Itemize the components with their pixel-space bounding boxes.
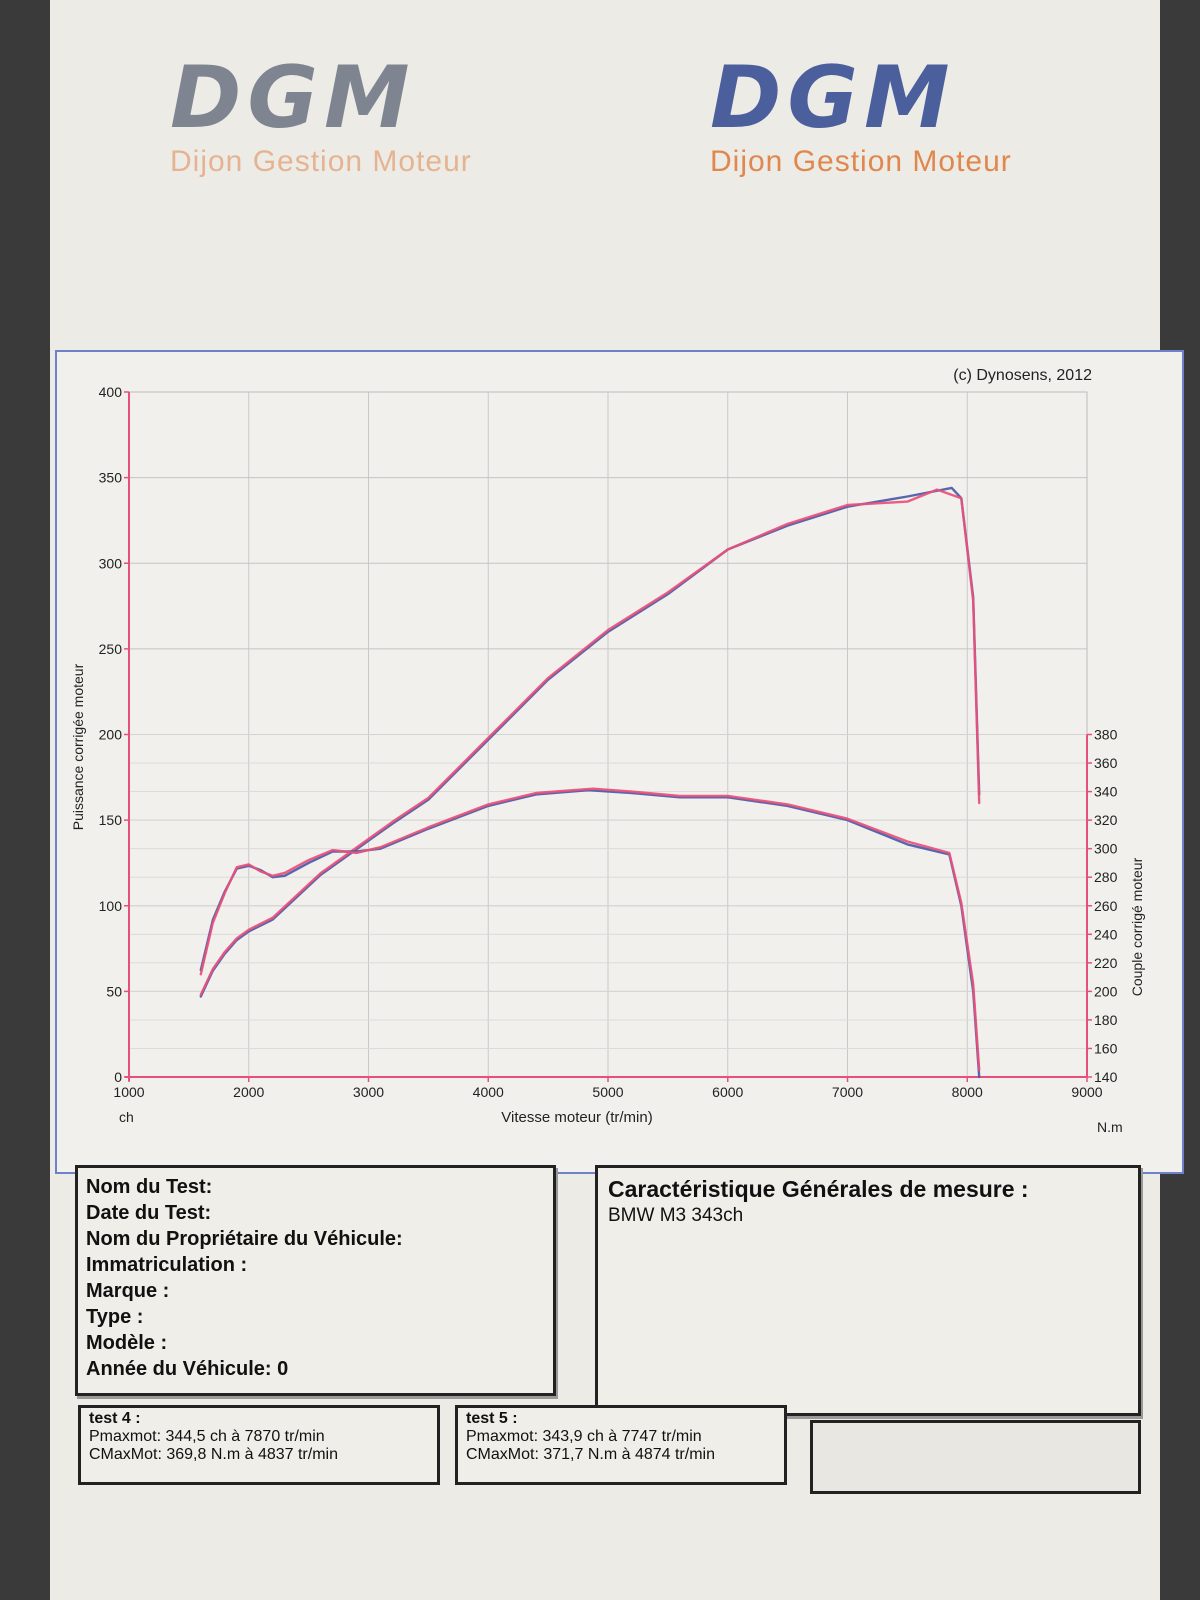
right-y-tick-label: 220 [1094, 955, 1118, 971]
grid [128, 391, 1088, 1078]
info-line-owner: Nom du Propriétaire du Véhicule: [86, 1228, 403, 1250]
info-line-test-name: Nom du Test: [86, 1176, 213, 1198]
x-tick-label: 4000 [473, 1084, 504, 1100]
left-unit-label: ch [119, 1109, 134, 1125]
right-y-tick-label: 360 [1094, 755, 1118, 771]
test-5-title: test 5 : [466, 1410, 518, 1427]
test-4-title: test 4 : [89, 1410, 141, 1427]
x-tick-label: 5000 [592, 1084, 623, 1100]
measurement-vehicle: BMW M3 343ch [608, 1205, 744, 1226]
left-y-tick-label: 100 [99, 898, 123, 914]
test-4-max-power: Pmaxmot: 344,5 ch à 7870 tr/min [89, 1428, 325, 1445]
right-y-tick-label: 140 [1094, 1069, 1118, 1085]
series-line-torque-test-5 [199, 787, 981, 1072]
logo-mark: DGM [710, 48, 956, 148]
info-line-test-date: Date du Test: [86, 1202, 212, 1224]
x-tick-label: 7000 [832, 1084, 863, 1100]
dyno-chart: 1000 2000 3000 4000 5000 6000 7000 8000 9000 0 50 1… [70, 367, 1145, 1135]
test-4-max-torque: CMaxMot: 369,8 N.m à 4837 tr/min [89, 1446, 338, 1463]
series-line-torque-test-4 [199, 789, 981, 1079]
right-y-tick-label: 260 [1094, 898, 1118, 914]
dgm-logo-left: DGM Dijon Gestion Moteur [170, 55, 472, 179]
left-y-tick-label: 400 [99, 384, 123, 400]
logo-subtitle: Dijon Gestion Moteur [170, 145, 472, 178]
logo-subtitle: Dijon Gestion Moteur [710, 145, 1012, 178]
test-5-max-power: Pmaxmot: 343,9 ch à 7747 tr/min [466, 1428, 702, 1445]
logo-mark: DGM [170, 48, 416, 148]
dyno-sheet: DGM Dijon Gestion Moteur DGM Dijon Gesti… [50, 0, 1184, 1600]
dgm-logo-right: DGM Dijon Gestion Moteur [710, 55, 1012, 179]
empty-box [810, 1420, 1141, 1494]
right-y-tick-label: 240 [1094, 926, 1118, 942]
right-y-tick-label: 320 [1094, 812, 1118, 828]
axes: 1000 2000 3000 4000 5000 6000 7000 8000 9000 0 50 1… [99, 384, 1118, 1100]
right-unit-label: N.m [1097, 1119, 1123, 1135]
right-y-tick-label: 340 [1094, 784, 1118, 800]
x-tick-label: 2000 [233, 1084, 264, 1100]
x-tick-label: 8000 [952, 1084, 983, 1100]
test-5-summary: test 5 : Pmaxmot: 343,9 ch à 7747 tr/min… [455, 1405, 787, 1485]
measurement-title: Caractéristique Générales de mesure : [608, 1176, 1029, 1202]
right-y-tick-label: 160 [1094, 1040, 1118, 1056]
info-line-registration: Immatriculation : [86, 1254, 248, 1276]
right-y-tick-label: 200 [1094, 983, 1118, 999]
left-y-tick-label: 350 [99, 470, 123, 486]
x-tick-label: 6000 [712, 1084, 743, 1100]
left-y-tick-label: 50 [106, 983, 122, 999]
x-tick-label: 1000 [113, 1084, 144, 1100]
left-y-axis-label: Puissance corrigée moteur [70, 663, 86, 830]
test-4-summary: test 4 : Pmaxmot: 344,5 ch à 7870 tr/min… [78, 1405, 440, 1485]
left-y-tick-label: 250 [99, 641, 123, 657]
right-y-tick-label: 180 [1094, 1012, 1118, 1028]
x-axis-label: Vitesse moteur (tr/min) [501, 1109, 652, 1126]
left-y-tick-label: 300 [99, 555, 123, 571]
x-tick-label: 3000 [353, 1084, 384, 1100]
info-line-model: Modèle : [86, 1332, 168, 1354]
series-line-power-test-4 [199, 486, 981, 998]
right-y-tick-label: 300 [1094, 841, 1118, 857]
left-y-tick-label: 200 [99, 727, 123, 743]
vehicle-info-lines: Nom du Test: Date du Test: Nom du Propri… [78, 1168, 553, 1382]
series [199, 486, 981, 1079]
series-line-power-test-5 [199, 488, 981, 996]
test-5-max-torque: CMaxMot: 371,7 N.m à 4874 tr/min [466, 1446, 715, 1463]
chart-copyright: (c) Dynosens, 2012 [953, 367, 1092, 384]
x-tick-label: 9000 [1071, 1084, 1102, 1100]
dyno-chart-frame: 1000 2000 3000 4000 5000 6000 7000 8000 9000 0 50 1… [55, 350, 1184, 1174]
info-line-year: Année du Véhicule: 0 [86, 1358, 289, 1380]
right-y-axis-label: Couple corrigé moteur [1129, 857, 1145, 996]
right-y-tick-label: 280 [1094, 869, 1118, 885]
measurement-box: Caractéristique Générales de mesure : BM… [595, 1165, 1141, 1416]
left-y-tick-label: 0 [114, 1069, 122, 1085]
info-line-type: Type : [86, 1306, 144, 1328]
vehicle-info-box: Nom du Test: Date du Test: Nom du Propri… [75, 1165, 556, 1396]
left-y-tick-label: 150 [99, 812, 123, 828]
right-y-tick-label: 380 [1094, 727, 1118, 743]
info-line-brand: Marque : [86, 1280, 170, 1302]
